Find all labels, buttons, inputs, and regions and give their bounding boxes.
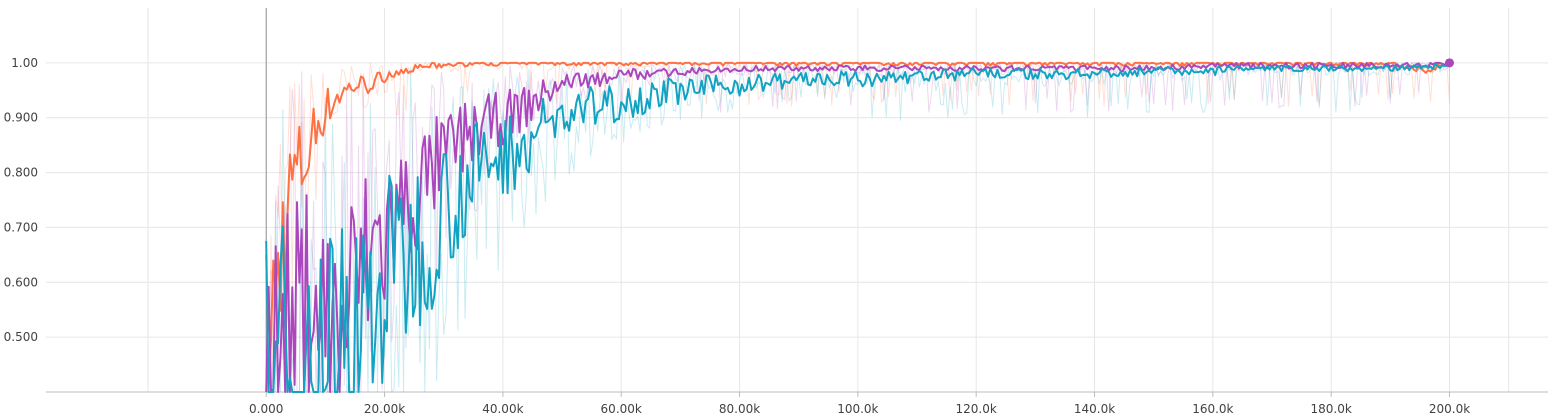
x-tick-label: 100.0k [837, 402, 878, 416]
y-tick-label: 0.600 [4, 275, 38, 289]
x-tick-label: 180.0k [1311, 402, 1352, 416]
x-tick-label: 200.0k [1429, 402, 1470, 416]
smoothed-series-line [265, 61, 1451, 393]
x-tick-label: 160.0k [1192, 402, 1233, 416]
x-tick-label: 0.000 [249, 402, 283, 416]
y-tick-label: 1.00 [11, 56, 38, 70]
x-tick-label: 80.00k [719, 402, 760, 416]
endpoint-markers [1445, 58, 1455, 68]
smoothed-series-line [265, 61, 1450, 393]
smoothed-series-lines [265, 61, 1451, 393]
y-tick-label: 0.900 [4, 111, 38, 125]
tick-labels: 0.500 0.600 0.700 0.800 0.900 1.00 0.000 20.00k… [4, 56, 1471, 416]
endpoint-marker[interactable] [1445, 58, 1455, 68]
x-tick-label: 120.0k [956, 402, 997, 416]
y-tick-label: 0.700 [4, 220, 38, 234]
x-tick-label: 40.00k [482, 402, 523, 416]
raw-series-line [266, 62, 1450, 393]
x-tick-label: 140.0k [1074, 402, 1115, 416]
y-tick-label: 0.500 [4, 330, 38, 344]
x-tick-label: 60.00k [601, 402, 642, 416]
smoothed-series-line [265, 63, 1451, 393]
x-tick-label: 20.00k [364, 402, 405, 416]
y-tick-label: 0.800 [4, 166, 38, 180]
